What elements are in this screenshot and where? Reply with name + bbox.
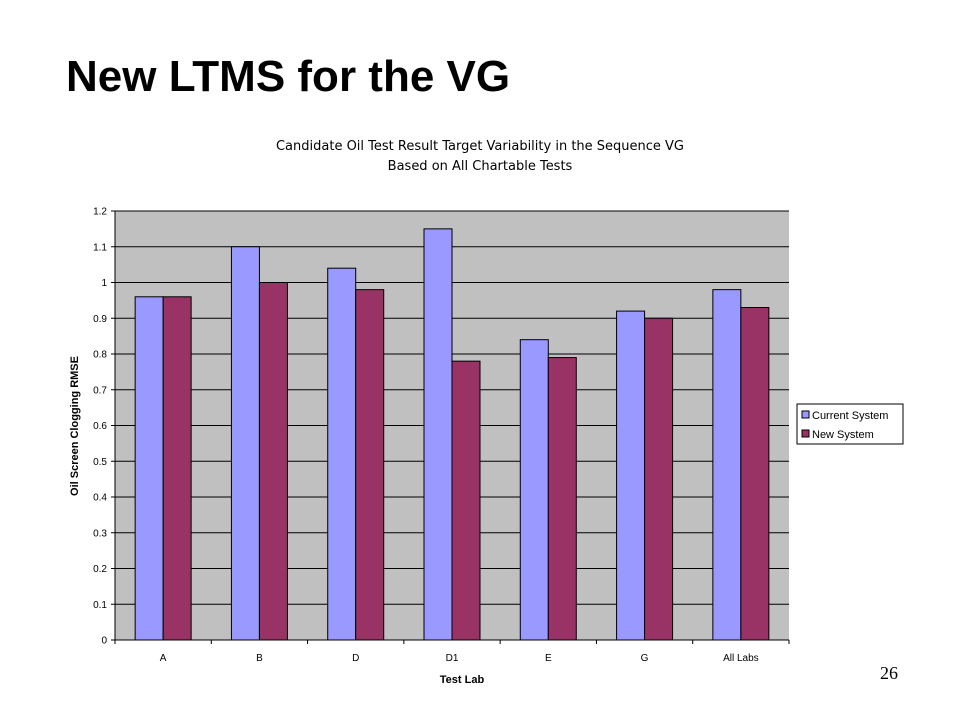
y-tick-label: 0.9 — [93, 314, 107, 325]
y-tick-label: 0.3 — [93, 528, 107, 539]
y-tick-label: 0.2 — [93, 564, 107, 575]
legend: Current System New System — [796, 403, 904, 445]
bar-new-system — [355, 289, 385, 641]
bar-new-system — [740, 307, 770, 641]
bar-new-system — [644, 317, 674, 641]
y-tick-label: 0 — [101, 636, 107, 647]
y-tick-label: 1 — [101, 278, 107, 289]
y-axis-ticks: 0 0.1 0.2 0.3 0.4 0.5 0.6 0.7 0.8 0.9 1 1.1 1.2 — [93, 207, 115, 647]
legend-label-new-system: New System — [812, 429, 874, 441]
y-tick-label: 0.1 — [93, 600, 107, 611]
legend-label-current-system: Current System — [812, 410, 888, 422]
bar-current-system — [712, 289, 742, 641]
x-tick-label: A — [160, 653, 167, 664]
y-tick-label: 0.8 — [93, 350, 107, 361]
bar-current-system — [230, 246, 260, 641]
chart-title: Candidate Oil Test Result Target Variabi… — [276, 139, 684, 154]
x-tick-label: B — [256, 653, 263, 664]
bar-current-system — [616, 310, 646, 641]
x-tick-label: D1 — [446, 653, 459, 664]
y-tick-label: 1.1 — [93, 242, 107, 253]
x-tick-label: E — [545, 653, 552, 664]
legend-box — [796, 403, 904, 445]
bar-current-system — [327, 267, 357, 641]
slide-title: New LTMS for the VG — [66, 52, 511, 101]
y-tick-label: 0.5 — [93, 457, 107, 468]
bar-new-system — [258, 282, 288, 641]
page-number: 26 — [880, 663, 898, 683]
bar-current-system — [519, 339, 549, 641]
legend-swatch-current-system — [801, 410, 810, 419]
x-axis-ticks: A B D D1 E G All Labs — [114, 640, 790, 664]
y-tick-label: 1.2 — [93, 207, 107, 218]
bar-current-system — [134, 296, 164, 641]
x-tick-label: G — [641, 653, 649, 664]
y-tick-label: 0.6 — [93, 421, 107, 432]
bar-new-system — [162, 296, 192, 641]
y-axis-title: Oil Screen Clogging RMSE — [69, 356, 81, 496]
bar-new-system — [547, 357, 577, 641]
bar-new-system — [451, 360, 481, 641]
bars — [134, 228, 770, 641]
x-tick-label: D — [352, 653, 359, 664]
legend-swatch-new-system — [801, 429, 810, 438]
y-tick-label: 0.4 — [93, 493, 107, 504]
x-tick-label: All Labs — [723, 653, 759, 664]
y-tick-label: 0.7 — [93, 385, 107, 396]
x-axis-title: Test Lab — [440, 674, 485, 686]
bar-current-system — [423, 228, 453, 641]
chart-subtitle: Based on All Chartable Tests — [388, 159, 573, 174]
